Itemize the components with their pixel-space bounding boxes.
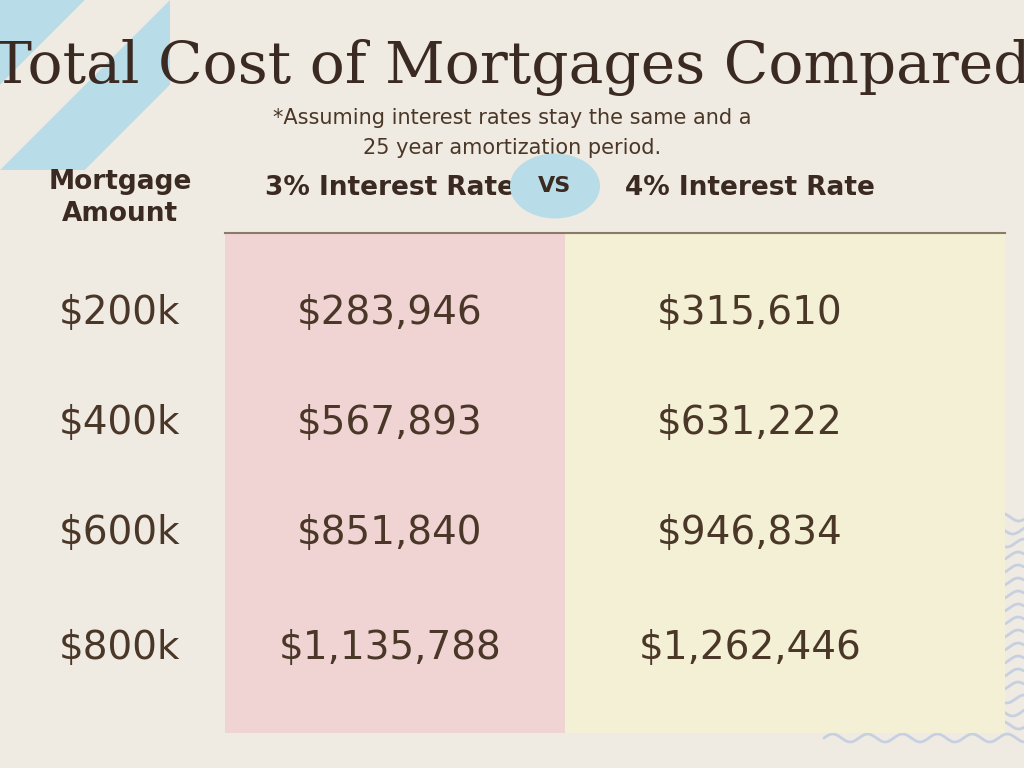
Text: Total Cost of Mortgages Compared: Total Cost of Mortgages Compared bbox=[0, 39, 1024, 97]
Polygon shape bbox=[85, 0, 170, 85]
Polygon shape bbox=[0, 0, 85, 85]
Text: $283,946: $283,946 bbox=[297, 294, 483, 332]
Text: $315,610: $315,610 bbox=[657, 294, 843, 332]
Text: *Assuming interest rates stay the same and a
25 year amortization period.: *Assuming interest rates stay the same a… bbox=[272, 108, 752, 157]
Ellipse shape bbox=[510, 154, 600, 219]
Text: $400k: $400k bbox=[59, 404, 181, 442]
Text: $1,135,788: $1,135,788 bbox=[279, 629, 502, 667]
Text: $631,222: $631,222 bbox=[657, 404, 843, 442]
Polygon shape bbox=[0, 85, 85, 170]
Text: $800k: $800k bbox=[59, 629, 181, 667]
Polygon shape bbox=[0, 85, 85, 170]
Text: 3% Interest Rate: 3% Interest Rate bbox=[265, 175, 515, 201]
Polygon shape bbox=[85, 85, 170, 170]
Text: 4% Interest Rate: 4% Interest Rate bbox=[625, 175, 874, 201]
Polygon shape bbox=[85, 85, 170, 170]
FancyBboxPatch shape bbox=[225, 233, 565, 733]
Text: Mortgage
Amount: Mortgage Amount bbox=[48, 169, 191, 227]
Text: $567,893: $567,893 bbox=[297, 404, 483, 442]
Text: $1,262,446: $1,262,446 bbox=[639, 629, 861, 667]
Text: $946,834: $946,834 bbox=[657, 514, 843, 552]
Text: VS: VS bbox=[539, 176, 571, 196]
Text: $600k: $600k bbox=[59, 514, 181, 552]
Text: $851,840: $851,840 bbox=[297, 514, 482, 552]
FancyBboxPatch shape bbox=[565, 233, 1005, 733]
Polygon shape bbox=[0, 0, 85, 85]
Text: $200k: $200k bbox=[59, 294, 181, 332]
Polygon shape bbox=[85, 0, 170, 85]
